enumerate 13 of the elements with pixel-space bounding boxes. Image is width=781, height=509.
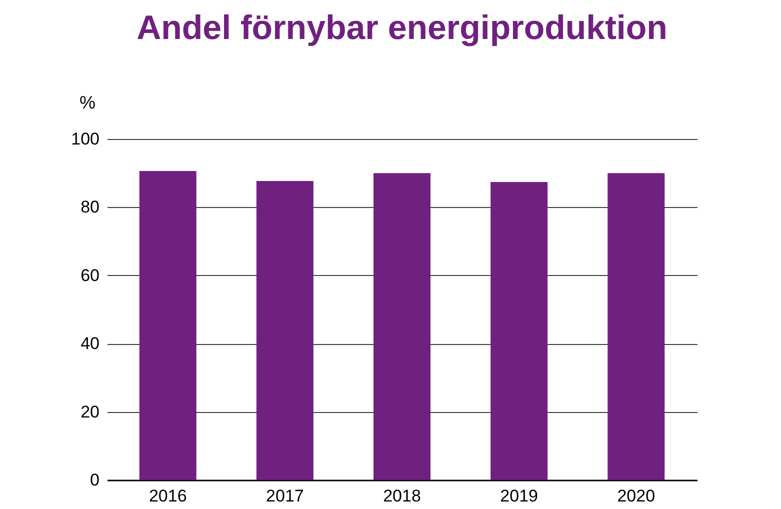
y-tick-label: 0 (90, 470, 100, 490)
y-tick-label: 100 (71, 130, 100, 148)
y-tick-label: 40 (80, 334, 100, 354)
x-tick-label: 2017 (266, 486, 304, 506)
chart-title: Andel förnybar energiproduktion (136, 9, 668, 47)
x-tick-label: 2018 (383, 486, 421, 506)
x-tick-label: 2019 (500, 486, 538, 506)
x-tick-label: 2016 (148, 486, 187, 506)
x-tick-label: 2020 (617, 486, 656, 506)
y-axis-title: % (80, 92, 96, 112)
y-tick-label: 80 (80, 198, 100, 217)
y-tick-label: 20 (80, 402, 100, 422)
y-tick-label: 60 (80, 266, 100, 285)
